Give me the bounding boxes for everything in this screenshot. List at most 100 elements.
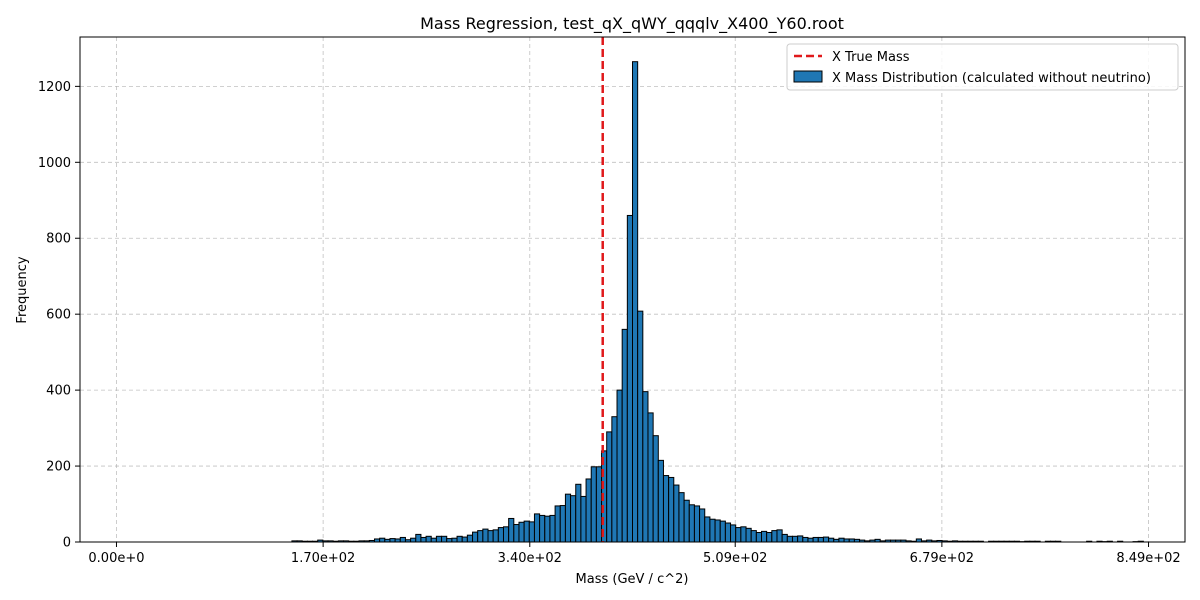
histogram-bar bbox=[812, 536, 819, 543]
histogram-bar bbox=[379, 537, 386, 543]
plot-frame bbox=[79, 36, 1186, 543]
x-axis-ticks: 0.00e+0 1.70e+02 3.40e+02 5.09e+02 6.79e+02 8… bbox=[88, 542, 1181, 566]
histogram-bar bbox=[585, 478, 592, 543]
histogram-bar bbox=[528, 521, 535, 543]
histogram-bar bbox=[425, 535, 432, 543]
x-axis-label: Mass (GeV / c^2) bbox=[576, 572, 689, 587]
legend-distribution-swatch bbox=[793, 70, 823, 83]
histogram-bar bbox=[791, 535, 799, 543]
legend-distribution-label: X Mass Distribution (calculated without … bbox=[832, 71, 1151, 86]
legend: X True Mass X Mass Distribution (calcula… bbox=[786, 43, 1179, 91]
histogram-bar bbox=[580, 495, 587, 543]
histogram-bar bbox=[828, 537, 835, 543]
histogram-bar bbox=[466, 534, 474, 543]
histogram-bar bbox=[430, 537, 437, 543]
histogram-bar bbox=[611, 416, 618, 543]
histogram-bar bbox=[662, 475, 670, 543]
histogram-bar bbox=[518, 521, 525, 543]
histogram-bar bbox=[410, 537, 417, 543]
histogram-bar bbox=[740, 526, 747, 543]
histogram-bar bbox=[822, 536, 830, 543]
histogram-bar bbox=[595, 466, 603, 543]
histogram-bar bbox=[606, 431, 613, 543]
histogram-bar bbox=[781, 533, 788, 543]
histogram-bar bbox=[688, 504, 695, 543]
x-tick-label: 0.00e+0 bbox=[88, 551, 144, 566]
y-axis-ticks: 0 200 400 600 800 1000 1200 bbox=[38, 80, 80, 551]
histogram-bar bbox=[817, 536, 824, 543]
histogram-bar bbox=[539, 514, 546, 543]
y-tick-label: 1000 bbox=[38, 156, 71, 171]
histogram-bar bbox=[575, 483, 582, 543]
histogram-bar bbox=[389, 538, 396, 543]
histogram-bar bbox=[652, 435, 659, 543]
histogram-bar bbox=[513, 524, 520, 543]
histogram-bar bbox=[554, 505, 561, 543]
y-tick-label: 800 bbox=[46, 232, 71, 247]
histogram-bar bbox=[477, 530, 484, 543]
y-tick-label: 600 bbox=[46, 308, 71, 323]
histogram-bar bbox=[807, 537, 814, 543]
histogram-bar bbox=[678, 492, 685, 543]
histogram-bar bbox=[761, 530, 768, 543]
histogram-bar bbox=[461, 536, 468, 543]
histogram-bar bbox=[797, 535, 804, 543]
histogram-bar bbox=[745, 527, 752, 543]
x-tick-label: 3.40e+02 bbox=[498, 551, 562, 566]
histogram-bar bbox=[704, 516, 711, 543]
histogram-bar bbox=[559, 505, 566, 543]
histogram-bar bbox=[647, 412, 654, 543]
histogram-bar bbox=[699, 508, 706, 543]
histogram-bar bbox=[590, 466, 597, 543]
histogram-bar bbox=[446, 538, 453, 543]
histogram-bar bbox=[487, 530, 494, 543]
chart-title: Mass Regression, test_qX_qWY_qqqlv_X400_… bbox=[420, 14, 844, 34]
histogram-bar bbox=[673, 484, 680, 543]
histogram-bar bbox=[766, 532, 773, 543]
histogram-bar bbox=[616, 389, 623, 543]
histogram-bar bbox=[642, 391, 649, 543]
histogram-bar bbox=[399, 536, 406, 543]
histogram-bar bbox=[621, 328, 628, 543]
histogram-bar bbox=[502, 526, 510, 543]
histogram-bar bbox=[776, 529, 783, 543]
histogram-bar bbox=[435, 535, 443, 543]
histogram-bar bbox=[668, 476, 675, 543]
histogram-bar bbox=[523, 520, 530, 543]
histogram-bar bbox=[544, 515, 551, 543]
histogram-bar bbox=[420, 536, 427, 543]
histogram-bar bbox=[730, 524, 737, 543]
y-tick-label: 200 bbox=[46, 460, 71, 475]
histogram-bar bbox=[719, 520, 726, 543]
histogram-bar bbox=[786, 535, 793, 543]
x-tick-label: 5.09e+02 bbox=[703, 551, 767, 566]
histogram-bar bbox=[838, 537, 845, 543]
y-axis-label: Frequency bbox=[15, 256, 30, 323]
histogram-bar bbox=[508, 517, 515, 543]
x-tick-label: 8.49e+02 bbox=[1116, 551, 1180, 566]
histogram-bar bbox=[657, 459, 664, 543]
histogram-bar bbox=[570, 495, 577, 543]
y-tick-label: 400 bbox=[46, 384, 71, 399]
histogram-bar bbox=[724, 522, 732, 543]
histogram-bar bbox=[472, 531, 479, 543]
histogram-bar bbox=[735, 527, 742, 543]
histogram-bar bbox=[802, 536, 809, 543]
histogram-bar bbox=[693, 505, 701, 543]
histogram-bar bbox=[750, 530, 757, 543]
histogram-bar bbox=[451, 537, 458, 543]
histogram-bar bbox=[626, 214, 633, 543]
legend-true-mass-label: X True Mass bbox=[832, 50, 910, 65]
histogram-bar bbox=[683, 499, 690, 543]
y-tick-label: 1200 bbox=[38, 80, 71, 95]
histogram-bar bbox=[564, 493, 572, 543]
histogram-bar bbox=[533, 513, 541, 543]
histogram-bar bbox=[492, 529, 499, 543]
histogram-bar bbox=[497, 527, 504, 543]
histogram-bar bbox=[709, 518, 716, 543]
histogram-bar bbox=[415, 533, 422, 543]
x-tick-label: 1.70e+02 bbox=[291, 551, 355, 566]
histogram-bar bbox=[456, 535, 463, 543]
histogram-bar bbox=[771, 530, 778, 543]
histogram-bar bbox=[714, 519, 721, 543]
